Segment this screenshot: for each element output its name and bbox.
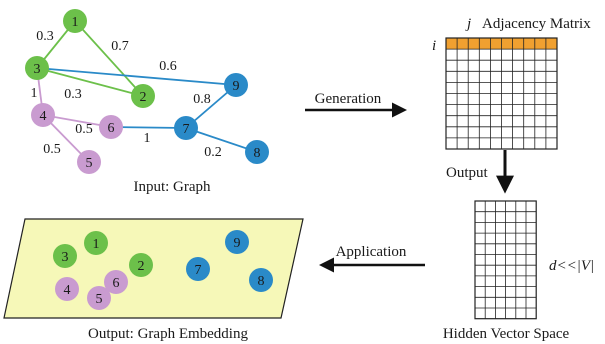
embedding-node-6: 6 (104, 270, 128, 294)
input-graph: 0.3 0.7 0.3 0.6 1 0.5 0.5 1 0.8 0.2 1 2 3 4 5 6 7 8 9 Inp… (25, 9, 269, 195)
application-label: Application (336, 244, 407, 260)
svg-text:3: 3 (34, 62, 41, 77)
embedding-node-3: 3 (53, 244, 77, 268)
graph-node-2: 2 (131, 84, 155, 108)
graph-embedding: 1 2 3 4 56 7 8 9 Output: Graph Embedding (3, 218, 304, 342)
svg-text:2: 2 (140, 90, 147, 105)
embedding-node-8: 8 (249, 268, 273, 292)
svg-text:1: 1 (72, 15, 79, 30)
matrix-grid (445, 37, 558, 150)
edge-weight-label: 0.5 (43, 142, 61, 157)
graph-edge (36, 67, 237, 86)
edge-weight-label: 0.3 (36, 29, 54, 44)
svg-text:3: 3 (62, 250, 69, 265)
svg-text:8: 8 (254, 146, 261, 161)
input-graph-caption: Input: Graph (133, 179, 211, 195)
embedding-node-9: 9 (225, 230, 249, 254)
svg-text:6: 6 (108, 121, 115, 136)
svg-text:6: 6 (113, 276, 120, 291)
svg-text:9: 9 (234, 236, 241, 251)
svg-text:9: 9 (233, 79, 240, 94)
graph-node-8: 8 (245, 140, 269, 164)
dimension-note: d<<|V| (549, 258, 594, 274)
edge-weight-label: 1 (31, 86, 38, 101)
svg-text:1: 1 (93, 237, 100, 252)
embedding-node-4: 4 (55, 277, 79, 301)
graph-edge (74, 20, 144, 97)
hidden-grid (474, 200, 537, 320)
graph-edge-labels: 0.3 0.7 0.3 0.6 1 0.5 0.5 1 0.8 0.2 (31, 29, 222, 160)
generation-label: Generation (315, 91, 382, 107)
graph-node-6: 6 (99, 115, 123, 139)
graph-edge (110, 126, 187, 129)
svg-text:7: 7 (195, 263, 202, 278)
embedding-node-7: 7 (186, 257, 210, 281)
svg-text:4: 4 (40, 109, 47, 124)
embedding-node-2: 2 (129, 253, 153, 277)
embedding-nodes: 1 2 3 4 56 7 8 9 (53, 230, 273, 310)
hidden-caption: Hidden Vector Space (443, 326, 570, 342)
svg-text:7: 7 (183, 122, 190, 137)
svg-text:2: 2 (138, 259, 145, 274)
graph-node-5: 5 (77, 150, 101, 174)
edge-weight-label: 0.3 (64, 87, 82, 102)
edge-weight-label: 0.5 (75, 122, 93, 137)
output-label: Output (446, 165, 489, 181)
embedding-node-1: 1 (84, 231, 108, 255)
flow-arrows: Generation Output Application (305, 91, 514, 273)
graph-node-3: 3 (25, 56, 49, 80)
graph-edge (185, 127, 258, 153)
edge-weight-label: 0.6 (159, 59, 177, 74)
matrix-title: Adjacency Matrix (482, 16, 591, 32)
graph-node-4: 4 (31, 103, 55, 127)
svg-text:8: 8 (258, 274, 265, 289)
edge-weight-label: 1 (144, 131, 151, 146)
svg-text:5: 5 (96, 292, 103, 307)
edge-weight-label: 0.7 (111, 39, 129, 54)
matrix-col-label: j (465, 16, 471, 32)
embedding-caption: Output: Graph Embedding (88, 326, 248, 342)
embedding-node-5: 5 (87, 286, 111, 310)
graph-nodes: 1 2 3 4 5 6 7 8 9 (25, 9, 269, 174)
matrix-row-label: i (432, 38, 436, 54)
edge-weight-label: 0.8 (193, 92, 211, 107)
adjacency-matrix: Adjacency Matrix j i (432, 16, 591, 150)
graph-node-9: 9 (224, 73, 248, 97)
svg-text:4: 4 (64, 283, 71, 298)
edge-weight-label: 0.2 (204, 145, 222, 160)
graph-node-7: 7 (174, 116, 198, 140)
svg-text:5: 5 (86, 156, 93, 171)
hidden-vector-space: Hidden Vector Space d<<|V| (443, 200, 594, 342)
graph-edge (36, 67, 144, 97)
graph-node-1: 1 (63, 9, 87, 33)
